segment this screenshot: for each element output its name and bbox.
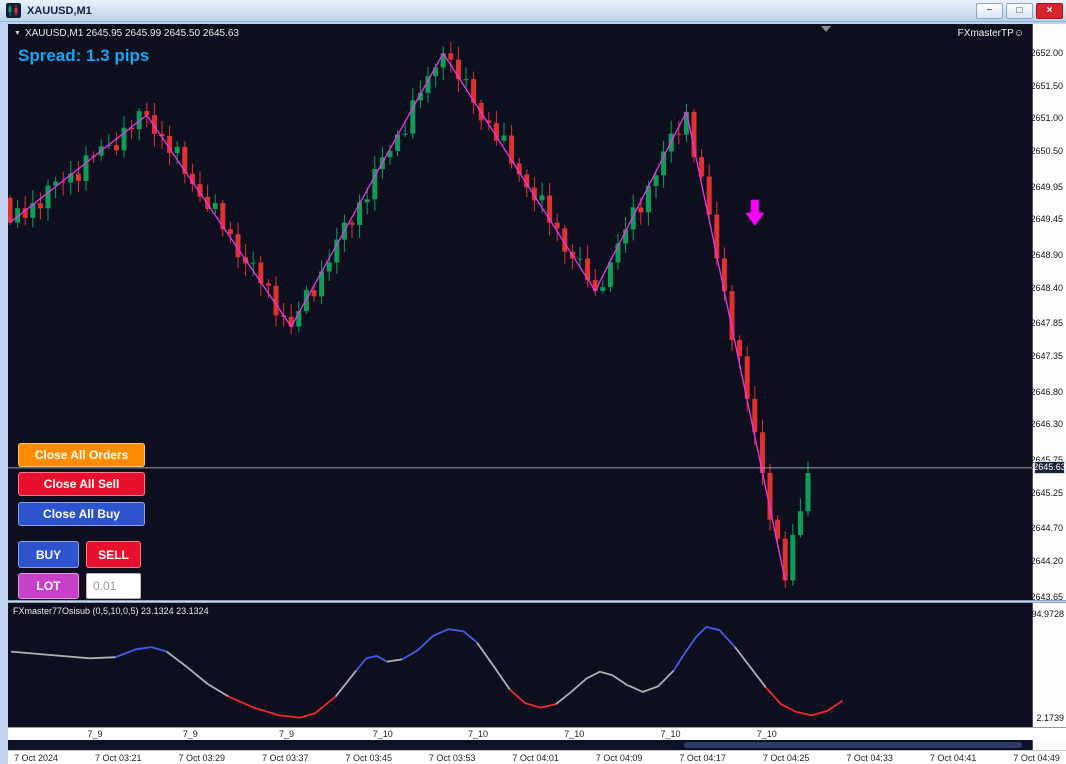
lot-size-input[interactable]: [86, 573, 141, 599]
oscillator-scale-min: 2.1739: [1036, 713, 1064, 723]
date-label: 7 Oct 03:45: [345, 752, 392, 763]
window-close-button[interactable]: ×: [1036, 2, 1063, 19]
indicator-pane[interactable]: FXmaster77Osisub (0,5,10,0,5) 23.1324 23…: [8, 603, 1032, 727]
pane-resize-handle[interactable]: [8, 600, 1066, 603]
price-tick: 2644.70: [1030, 523, 1063, 534]
price-axis[interactable]: 94.9728 2.1739 2652.00 2651.50 2651.00 2650…: [1030, 24, 1066, 727]
spread-label: Spread: 1.3 pips: [18, 46, 150, 65]
price-tick: 2652.00: [1030, 48, 1063, 59]
price-tick: 2649.45: [1030, 214, 1063, 225]
date-label: 7 Oct 03:37: [261, 752, 309, 763]
price-tick: 2648.90: [1030, 250, 1063, 261]
bid-price-badge: 2645.63: [1033, 460, 1066, 474]
date-label: 7 Oct 04:33: [846, 752, 893, 763]
scrollbar-corner: [1032, 740, 1066, 750]
sell-button[interactable]: SELL: [86, 541, 141, 568]
chart-shift-marker-icon[interactable]: [821, 26, 831, 32]
time-label: 7_9: [87, 729, 103, 739]
price-chart-canvas[interactable]: ▼ XAUUSD,M1 2645.95 2645.99 2645.50 2645.…: [8, 24, 1032, 600]
app-icon: [6, 3, 21, 18]
scrollbar-thumb[interactable]: [683, 742, 1022, 748]
price-tick: 2646.30: [1030, 419, 1063, 430]
date-label: 7 Oct 04:49: [1013, 752, 1060, 763]
date-label: 7 Oct 2024: [14, 752, 59, 763]
time-label: 7_10: [756, 729, 777, 739]
price-tick: 2647.85: [1030, 318, 1063, 329]
price-tick: 2645.25: [1030, 487, 1063, 498]
ea-name-badge: FXmasterTP☺: [957, 28, 1024, 39]
price-tick: 2643.65: [1030, 591, 1063, 602]
price-tick: 2650.50: [1030, 145, 1063, 156]
window-titlebar[interactable]: XAUUSD,M1 − □ ×: [0, 0, 1066, 22]
date-label: 7 Oct 04:17: [679, 752, 726, 763]
date-label: 7 Oct 03:53: [428, 752, 476, 763]
date-label: 7 Oct 03:29: [178, 752, 225, 763]
date-label: 7 Oct 04:09: [595, 752, 643, 763]
date-label: 7 Oct 04:41: [929, 752, 977, 763]
window-minimize-button[interactable]: −: [976, 2, 1003, 19]
price-tick: 2649.95: [1030, 181, 1063, 192]
price-tick: 2651.00: [1030, 113, 1063, 124]
close-all-sell-button[interactable]: Close All Sell: [18, 472, 145, 496]
time-label: 7_9: [279, 729, 295, 739]
time-label: 7_10: [564, 729, 585, 739]
ohlc-text: XAUUSD,M1 2645.95 2645.99 2645.50 2645.6…: [24, 28, 239, 39]
window-frame: [0, 22, 8, 764]
chevron-down-icon[interactable]: ▼: [14, 30, 21, 37]
indicator-name-label: FXmaster77Osisub (0,5,10,0,5) 23.1324 23…: [13, 606, 209, 616]
price-tick: 2646.80: [1030, 386, 1063, 397]
ohlc-info: ▼ XAUUSD,M1 2645.95 2645.99 2645.50 2645.…: [14, 28, 239, 39]
sell-arrow-icon: [745, 199, 765, 226]
time-axis-row2: 7 Oct 2024 7 Oct 03:21 7 Oct 03:29 7 Oct 03…: [8, 750, 1066, 764]
close-all-orders-button[interactable]: Close All Orders: [18, 443, 145, 467]
buy-button[interactable]: BUY: [18, 541, 79, 568]
time-axis-row1: 7_9 7_9 7_9 7_10 7_10 7_10 7_10 7_10: [8, 727, 1066, 740]
price-tick: 2645.75: [1030, 455, 1063, 465]
date-label: 7 Oct 04:25: [762, 752, 810, 763]
price-tick: 2647.35: [1030, 350, 1063, 361]
price-tick: 2644.20: [1030, 555, 1063, 566]
time-label: 7_10: [372, 729, 393, 739]
window-restore-button[interactable]: □: [1006, 2, 1033, 19]
date-label: 7 Oct 03:21: [94, 752, 142, 763]
time-label: 7_10: [468, 729, 489, 739]
price-tick: 2648.40: [1030, 282, 1063, 293]
oscillator-scale-max: 94.9728: [1031, 609, 1064, 619]
date-label: 7 Oct 04:01: [512, 752, 559, 763]
time-label: 7_9: [182, 729, 198, 739]
price-chart-svg: [8, 42, 1032, 588]
time-label: 7_10: [660, 729, 681, 739]
price-tick: 2651.50: [1030, 80, 1063, 91]
horizontal-scrollbar[interactable]: [8, 740, 1032, 750]
close-all-buy-button[interactable]: Close All Buy: [18, 502, 145, 526]
lot-button[interactable]: LOT: [18, 573, 79, 599]
oscillator-svg: [11, 625, 844, 719]
window-title: XAUUSD,M1: [27, 4, 92, 17]
